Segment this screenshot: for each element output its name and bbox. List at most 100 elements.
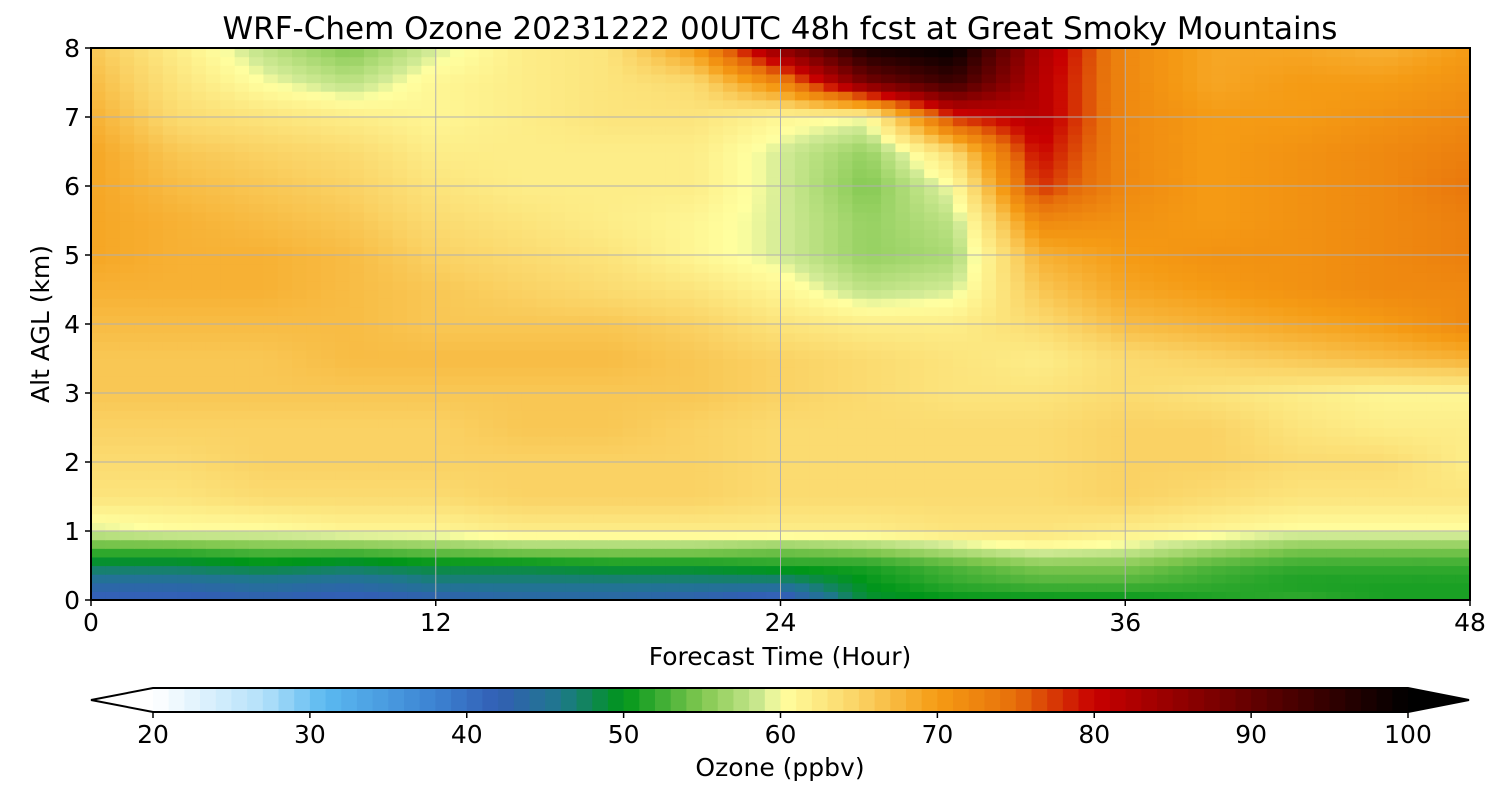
heatmap-cell — [1010, 289, 1026, 299]
heatmap-cell — [421, 496, 437, 506]
heatmap-cell — [493, 496, 509, 506]
heatmap-cell — [636, 367, 652, 377]
heatmap-cell — [565, 574, 580, 584]
heatmap-cell — [924, 272, 940, 282]
heatmap-cell — [895, 358, 911, 368]
heatmap-cell — [1268, 255, 1284, 265]
heatmap-cell — [694, 496, 710, 506]
heatmap-cell — [1311, 531, 1327, 541]
heatmap-cell — [809, 427, 825, 437]
heatmap-cell — [794, 591, 810, 601]
heatmap-cell — [780, 591, 796, 601]
heatmap-cell — [565, 375, 580, 385]
heatmap-cell — [967, 306, 983, 316]
heatmap-cell — [866, 220, 882, 230]
heatmap-cell — [363, 229, 379, 239]
heatmap-cell — [651, 444, 667, 454]
heatmap-cell — [521, 237, 537, 247]
heatmap-cell — [134, 229, 150, 239]
heatmap-cell — [91, 393, 106, 403]
heatmap-cell — [852, 582, 868, 592]
heatmap-cell — [320, 332, 336, 342]
heatmap-cell — [737, 194, 753, 204]
heatmap-cell — [1254, 220, 1270, 230]
heatmap-cell — [363, 341, 379, 351]
heatmap-cell — [1225, 591, 1241, 601]
heatmap-cell — [938, 418, 954, 429]
heatmap-cell — [1355, 496, 1371, 506]
heatmap-cell — [1039, 444, 1055, 454]
heatmap-cell — [924, 410, 940, 420]
heatmap-cell — [1139, 410, 1155, 420]
heatmap-cell — [1355, 539, 1371, 549]
heatmap-cell — [407, 505, 422, 515]
heatmap-cell — [1225, 505, 1241, 515]
heatmap-cell — [1024, 539, 1040, 549]
heatmap-cell — [794, 289, 810, 299]
heatmap-cell — [407, 384, 422, 394]
heatmap-cell — [665, 324, 681, 334]
heatmap-cell — [292, 582, 308, 592]
heatmap-cell — [550, 194, 566, 204]
heatmap-cell — [263, 168, 279, 178]
heatmap-cell — [493, 513, 509, 523]
heatmap-cell — [967, 591, 983, 601]
heatmap-cell — [1355, 548, 1371, 558]
heatmap-cell — [249, 539, 264, 549]
heatmap-cell — [636, 470, 652, 480]
heatmap-cell — [751, 289, 767, 299]
heatmap-cell — [1024, 384, 1040, 394]
heatmap-cell — [952, 401, 968, 411]
heatmap-cell — [1326, 358, 1342, 368]
heatmap-cell — [723, 470, 738, 480]
heatmap-cell — [909, 349, 925, 360]
heatmap-cell — [1067, 410, 1083, 420]
heatmap-cell — [981, 410, 997, 420]
heatmap-cell — [1412, 565, 1428, 575]
heatmap-cell — [967, 436, 983, 446]
heatmap-cell — [981, 229, 997, 239]
heatmap-cell — [665, 427, 681, 437]
heatmap-cell — [249, 418, 264, 429]
heatmap-cell — [392, 531, 408, 541]
heatmap-cell — [464, 151, 480, 161]
heatmap-cell — [1426, 298, 1442, 308]
heatmap-cell — [794, 177, 810, 187]
heatmap-cell — [191, 410, 207, 420]
heatmap-cell — [952, 237, 968, 247]
heatmap-cell — [335, 444, 351, 454]
heatmap-cell — [407, 203, 422, 213]
heatmap-cell — [665, 298, 681, 308]
heatmap-cell — [134, 306, 150, 316]
heatmap-cell — [1398, 272, 1414, 282]
heatmap-cell — [205, 453, 221, 463]
heatmap-cell — [636, 186, 652, 196]
heatmap-cell — [1311, 341, 1327, 351]
heatmap-cell — [1340, 496, 1356, 506]
heatmap-cell — [1153, 565, 1169, 575]
heatmap-cell — [521, 375, 537, 385]
heatmap-cell — [119, 332, 135, 342]
heatmap-cell — [134, 272, 150, 282]
heatmap-cell — [205, 229, 221, 239]
heatmap-cell — [91, 194, 106, 204]
heatmap-cell — [1125, 444, 1141, 454]
heatmap-cell — [1283, 151, 1299, 161]
heatmap-cell — [1240, 324, 1256, 334]
heatmap-cell — [521, 418, 537, 429]
heatmap-cell — [852, 591, 868, 601]
heatmap-cell — [881, 332, 897, 342]
heatmap-cell — [1153, 470, 1169, 480]
heatmap-cell — [1398, 574, 1414, 584]
heatmap-cell — [306, 324, 322, 334]
heatmap-cell — [521, 487, 537, 498]
heatmap-cell — [1082, 315, 1098, 325]
heatmap-cell — [593, 272, 609, 282]
heatmap-cell — [205, 324, 221, 334]
heatmap-cell — [378, 237, 394, 247]
heatmap-cell — [507, 401, 523, 411]
heatmap-cell — [1153, 341, 1169, 351]
heatmap-cell — [320, 496, 336, 506]
heatmap-cell — [148, 324, 164, 334]
heatmap-cell — [1211, 410, 1227, 420]
